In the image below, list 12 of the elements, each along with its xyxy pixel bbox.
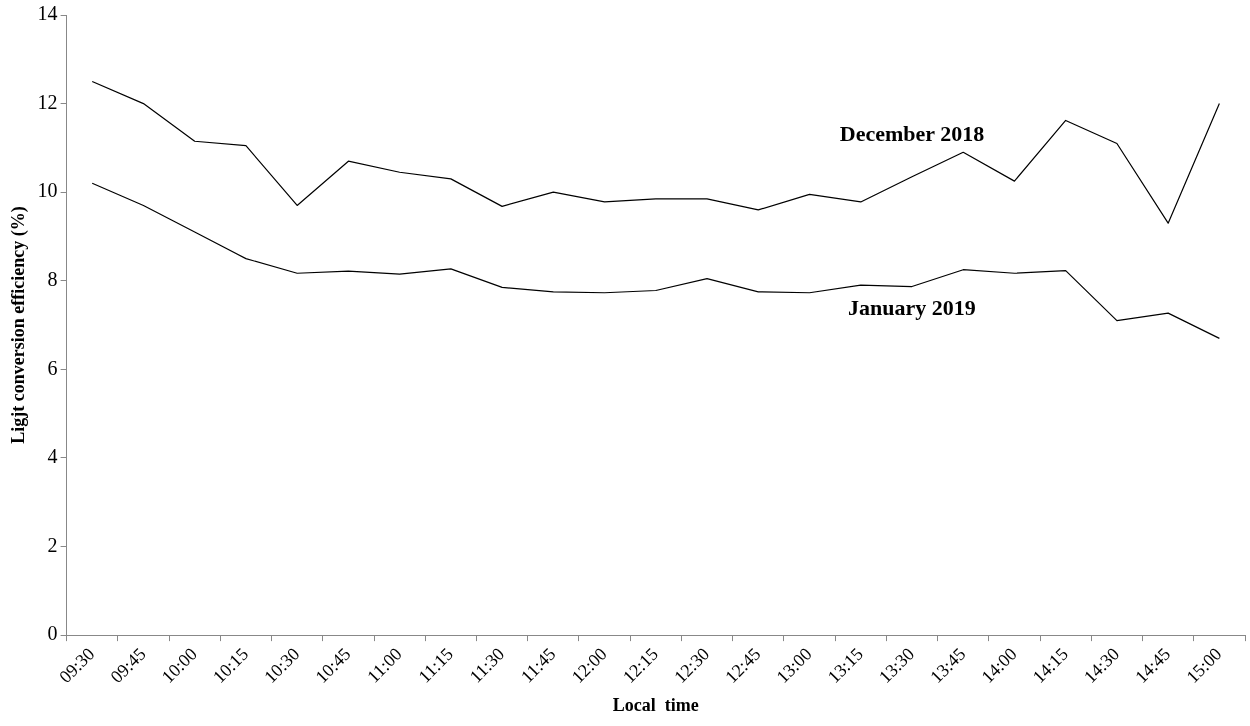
x-axis-title: Local time: [612, 694, 699, 715]
y-tick-label: 2: [47, 533, 58, 556]
y-tick-label: 4: [47, 445, 58, 468]
y-tick-label: 8: [47, 268, 58, 291]
y-tick-label: 12: [37, 90, 58, 113]
y-tick-label: 6: [47, 356, 58, 379]
y-axis-title: Ligjt conversion efficiency (%): [8, 206, 30, 444]
series-label: January 2019: [848, 295, 976, 321]
y-tick-label: 10: [37, 179, 58, 202]
y-tick-label: 14: [37, 2, 58, 25]
y-tick-label: 0: [47, 622, 58, 645]
series-label: December 2018: [839, 121, 985, 146]
